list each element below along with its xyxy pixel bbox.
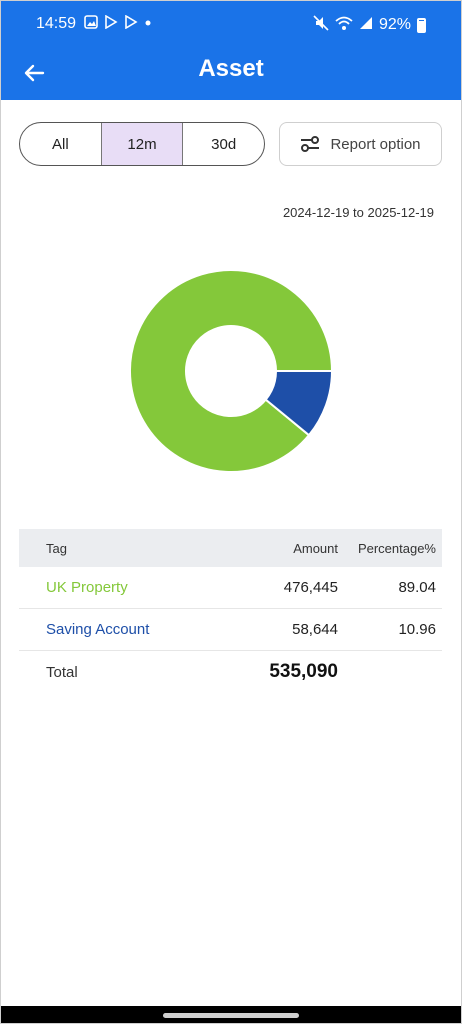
row-percentage: 89.04 xyxy=(398,579,436,596)
donut-slice-uk-property[interactable] xyxy=(129,269,334,473)
status-time: 14:59 xyxy=(36,15,77,32)
row-percentage: 10.96 xyxy=(398,621,436,638)
battery-icon xyxy=(417,17,426,33)
table-row[interactable]: Saving Account 58,644 10.96 xyxy=(19,609,442,651)
report-option-button[interactable]: Report option xyxy=(279,122,442,166)
play-store-icon xyxy=(104,14,118,31)
header-amount: Amount xyxy=(293,540,338,556)
date-range: 2024-12-19 to 2025-12-19 xyxy=(282,205,434,220)
back-button[interactable] xyxy=(18,57,50,89)
battery-percent: 92% xyxy=(378,16,411,33)
mute-icon xyxy=(313,15,329,35)
row-amount: 476,445 xyxy=(283,579,338,596)
total-label: Total xyxy=(46,663,78,681)
page-title: Asset xyxy=(198,55,264,82)
period-selector: All 12m 30d xyxy=(19,122,265,166)
row-tag: UK Property xyxy=(46,579,128,596)
total-row: Total 535,090 xyxy=(19,651,442,693)
tune-icon xyxy=(301,136,320,152)
header-tag: Tag xyxy=(46,540,67,556)
table-row[interactable]: UK Property 476,445 89.04 xyxy=(19,567,442,609)
period-30d[interactable]: 30d xyxy=(211,135,237,153)
arrow-left-icon xyxy=(24,64,45,82)
app-bar: Asset xyxy=(0,48,462,100)
row-amount: 58,644 xyxy=(292,621,338,638)
period-12m[interactable]: 12m xyxy=(101,123,184,165)
donut-slice-saving-account[interactable] xyxy=(264,370,334,437)
status-left-icons xyxy=(84,14,152,31)
row-tag: Saving Account xyxy=(46,621,150,638)
dot-icon xyxy=(144,15,152,31)
home-indicator[interactable] xyxy=(163,1013,299,1018)
play-store-icon xyxy=(124,14,138,31)
system-nav-bar xyxy=(0,1006,462,1024)
report-option-label: Report option xyxy=(330,135,421,153)
signal-icon xyxy=(359,16,373,34)
header-percentage: Percentage% xyxy=(357,540,436,556)
image-icon xyxy=(84,15,98,31)
total-value: 535,090 xyxy=(269,661,338,682)
asset-table: Tag Amount Percentage% UK Property 476,4… xyxy=(19,529,442,693)
table-header: Tag Amount Percentage% xyxy=(19,529,442,567)
donut-chart xyxy=(129,269,334,473)
period-all[interactable]: All xyxy=(20,123,102,165)
status-bar: 14:59 92% xyxy=(0,0,462,48)
status-right-icons: 92% xyxy=(313,15,426,35)
wifi-icon xyxy=(335,15,353,35)
